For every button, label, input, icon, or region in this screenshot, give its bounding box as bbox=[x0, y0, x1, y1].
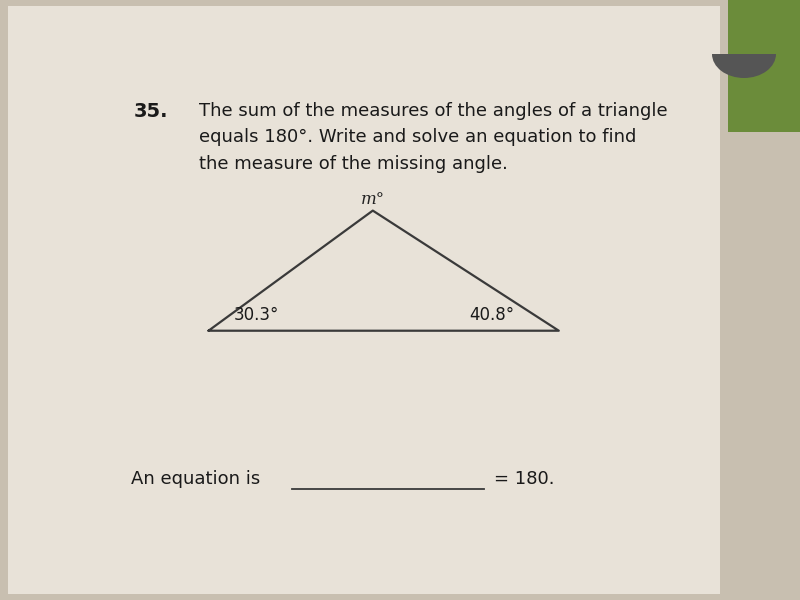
Text: 30.3°: 30.3° bbox=[234, 306, 278, 324]
Text: = 180.: = 180. bbox=[494, 470, 554, 488]
Text: 35.: 35. bbox=[134, 102, 169, 121]
Text: The sum of the measures of the angles of a triangle: The sum of the measures of the angles of… bbox=[199, 102, 668, 120]
Text: 40.8°: 40.8° bbox=[469, 306, 514, 324]
Text: m°: m° bbox=[361, 191, 385, 208]
Text: equals 180°. Write and solve an equation to find: equals 180°. Write and solve an equation… bbox=[199, 128, 637, 146]
Text: the measure of the missing angle.: the measure of the missing angle. bbox=[199, 155, 508, 173]
Text: An equation is: An equation is bbox=[131, 470, 260, 488]
